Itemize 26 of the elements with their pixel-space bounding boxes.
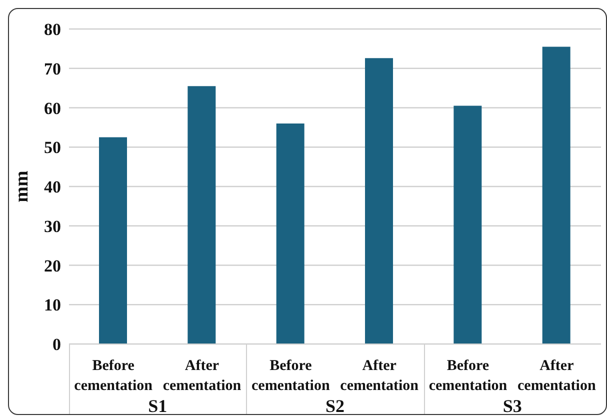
y-tick-label: 50 <box>44 138 61 158</box>
y-tick-label: 10 <box>44 296 61 315</box>
text: S1 <box>147 396 168 417</box>
y-tick-label: 60 <box>44 98 61 118</box>
x-tick-label: After cementation <box>162 358 242 394</box>
x-tick-label: After cementation <box>340 358 420 394</box>
y-tick-label: 40 <box>44 178 61 197</box>
y-axis-title: mm <box>12 170 33 202</box>
x-tick-label: After cementation <box>518 358 596 394</box>
y-tick-label: 70 <box>44 59 61 78</box>
y-tick-label: 0 <box>52 335 61 354</box>
chart-frame: Before cementation After cementation Before cementation After cementation Before cementation After cementation 0 10 20 30 40 50 60 70 80 mm S1 S2 S3 <box>8 8 607 415</box>
bar <box>454 106 482 344</box>
bar <box>365 58 393 344</box>
bar <box>99 137 127 344</box>
x-tick-label: Before cementation <box>74 358 154 394</box>
y-tick-label: 80 <box>44 20 61 40</box>
x-tick-label: Before cementation <box>252 358 330 394</box>
text: S3 <box>502 396 523 417</box>
x-tick-label: Before cementation <box>428 358 508 394</box>
bar <box>276 124 304 344</box>
bar <box>542 46 570 344</box>
y-tick-label: 30 <box>44 216 61 236</box>
bar <box>188 86 216 344</box>
text: S2 <box>324 396 346 417</box>
y-tick-label: 20 <box>44 256 61 276</box>
